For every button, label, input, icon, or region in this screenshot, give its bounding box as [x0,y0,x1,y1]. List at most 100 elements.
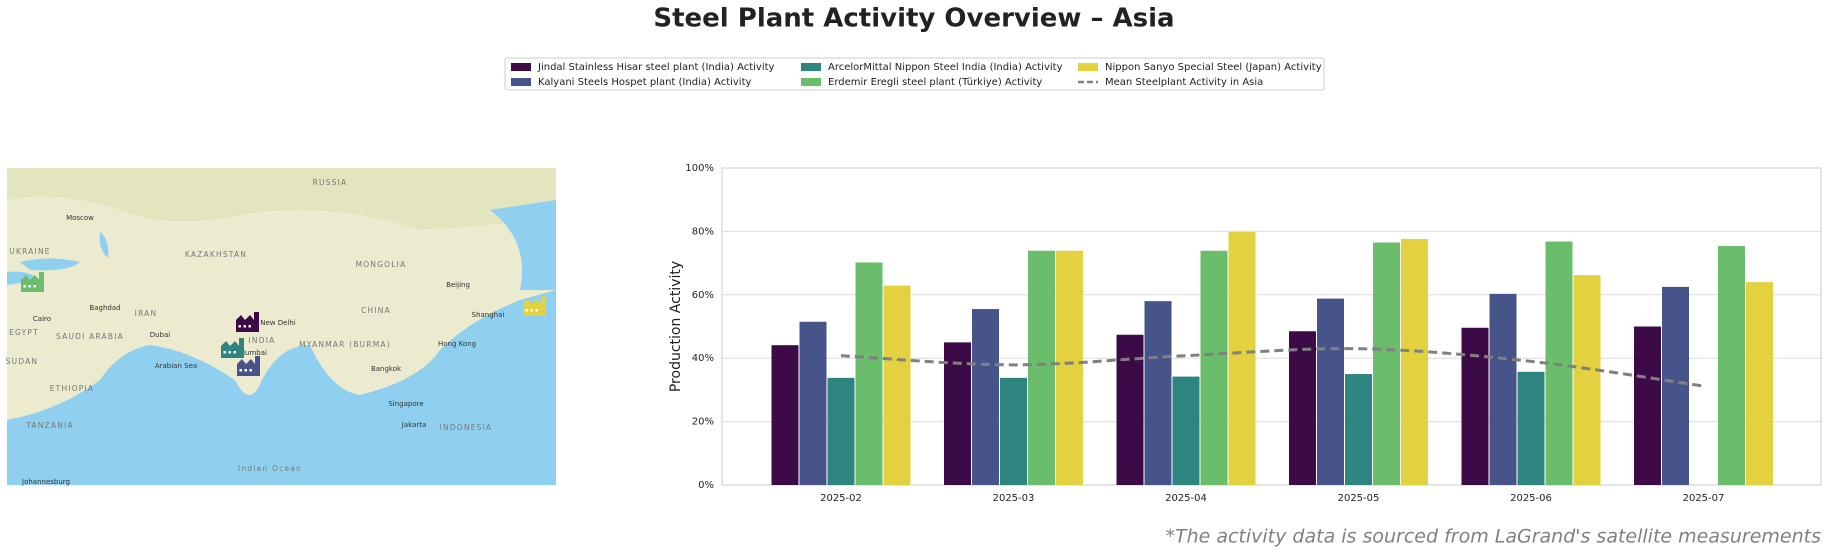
map-label: CHINA [361,306,391,315]
plant-chimney [39,272,44,292]
map-label: KAZAKHSTAN [185,250,247,259]
bar [799,321,827,485]
map-label: RUSSIA [313,178,348,187]
bar [1200,250,1228,485]
plant-window [249,369,252,372]
legend-label: Mean Steelplant Activity in Asia [1105,77,1263,88]
legend-label: Nippon Sanyo Special Steel (Japan) Activ… [1105,62,1322,73]
bar [972,309,999,485]
y-tick-label: 60% [692,290,714,301]
map-label: Cairo [33,315,51,323]
plant-roof [237,359,255,364]
plant-chimney [255,356,260,376]
plant-window [23,285,26,288]
x-tick-label: 2025-03 [993,493,1035,504]
legend-label: ArcelorMittal Nippon Steel India (India)… [828,62,1063,73]
legend-label: Jindal Stainless Hisar steel plant (Indi… [537,62,775,73]
y-tick-label: 20% [692,417,714,428]
x-tick-label: 2025-07 [1683,493,1725,504]
footnote: *The activity data is sourced from LaGra… [1165,526,1821,548]
map-label: Hong Kong [438,340,476,348]
plant-icon [221,338,244,358]
x-tick-label: 2025-06 [1510,493,1552,504]
plant-window [228,351,231,354]
plant-window [248,325,251,328]
bar [1289,331,1316,485]
map-label: Jakarta [401,421,427,429]
plant-icon [21,272,44,292]
legend-swatch [801,78,821,86]
bar [1345,374,1372,485]
plant-roof [21,275,39,280]
bar [883,285,911,485]
plant-window [28,285,31,288]
map-label: Singapore [388,400,423,408]
plant-window [239,369,242,372]
bar [1517,371,1545,485]
x-tick-label: 2025-04 [1165,493,1207,504]
map-label: Mumbai [239,349,267,357]
map-label: Baghdad [89,304,120,312]
x-tick-label: 2025-02 [820,493,862,504]
legend-label: Erdemir Eregli steel plant (Türkiye) Act… [828,77,1042,88]
plant-window [233,351,236,354]
bar [1056,250,1083,485]
map-ocean [7,290,556,485]
map-steppe [7,168,556,230]
map-label: Moscow [66,214,94,222]
legend-swatch [801,63,821,71]
map-label: MYANMAR (BURMA) [299,340,391,349]
map-label: Johannesburg [21,478,70,486]
bar [855,262,883,485]
map-label: Beijing [446,281,470,289]
bar [1461,327,1489,485]
map-label: Dubai [150,331,171,339]
chart-title: Steel Plant Activity Overview – Asia [653,4,1174,34]
x-tick-label: 2025-05 [1338,493,1380,504]
bar [1172,376,1200,485]
map-label: Arabian Sea [155,362,197,370]
bar [1573,275,1601,485]
bar [1489,293,1517,485]
bar [827,377,855,485]
plant-window [33,285,36,288]
map-label: ETHIOPIA [50,384,95,393]
plant-icon [237,356,260,376]
legend-swatch [511,63,531,71]
bar [1373,242,1400,485]
y-tick-label: 80% [692,226,714,237]
map-label: TANZANIA [25,421,74,430]
bar [1662,286,1689,485]
bar [1634,326,1661,485]
bar [1401,239,1428,485]
map: RUSSIA Moscow UKRAINE KAZAKHSTAN MONGOLIA Bei… [6,168,556,486]
legend-swatch [1078,63,1098,71]
map-sea [20,258,80,271]
plant-chimney [254,312,259,332]
plant-window [530,309,533,312]
map-label: Shanghai [472,311,505,319]
map-label: New Delhi [260,319,296,327]
plant-icon [523,296,546,316]
bar [1228,232,1256,485]
bar [1718,245,1745,485]
bar [1000,377,1027,485]
plant-window [223,351,226,354]
plot-frame [721,167,1822,486]
bar [771,345,799,485]
map-label: EGYPT [9,328,39,337]
bar [1144,301,1172,485]
map-label: SUDAN [6,357,39,366]
map-label: Indian Ocean [238,464,302,473]
bar [1746,282,1773,485]
bar [1317,298,1344,485]
map-sea [490,200,556,290]
plant-window [525,309,528,312]
y-tick-label: 0% [698,480,714,491]
plant-chimney [239,338,244,358]
legend-box [504,57,1325,91]
map-label: IRAN [135,309,158,318]
bar [1028,250,1055,485]
plant-roof [221,341,239,346]
